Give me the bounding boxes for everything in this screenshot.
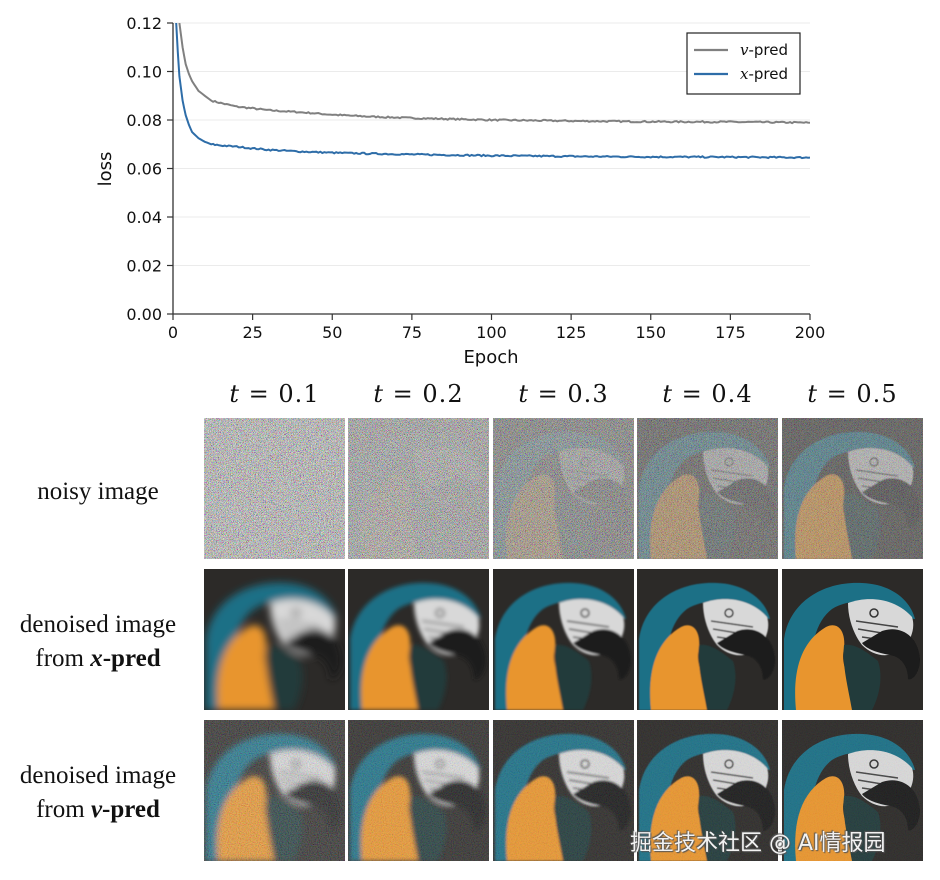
- x-tick-label: 200: [795, 323, 826, 342]
- noisy-image-tile: [782, 418, 923, 559]
- x-tick-label: 25: [242, 323, 262, 342]
- series-line-x-pred: [175, 23, 810, 160]
- y-tick-label: 0.12: [126, 14, 162, 33]
- y-tick-label: 0.02: [126, 257, 162, 276]
- x-axis-label: Epoch: [463, 347, 518, 368]
- row-label: denoised image from v-pred: [19, 762, 177, 823]
- x-tick-label: 125: [556, 323, 587, 342]
- x-pred-denoised-tile: [782, 569, 923, 710]
- v-pred-denoised-tile: [493, 720, 634, 861]
- x-tick-label: 0: [168, 323, 178, 342]
- noisy-image-tile: [204, 418, 345, 559]
- noisy-image-tile: [348, 418, 489, 559]
- y-tick-label: 0.00: [126, 305, 162, 324]
- legend-label-x-pred: x-pred: [740, 65, 788, 83]
- tick-marks: 0.00 0.02 0.04 0.06 0.08 0.10 0.12 0 25 50 75 100 12…: [126, 14, 825, 342]
- noisy-image-tile: [637, 418, 778, 559]
- x-tick-label: 100: [476, 323, 507, 342]
- column-label-t: t = 0.5: [807, 380, 898, 408]
- x-pred-denoised-tile: [493, 569, 634, 710]
- v-pred-denoised-tile: [204, 720, 345, 861]
- watermark: 掘金技术社区 @ AI情报园: [630, 831, 886, 856]
- y-tick-label: 0.08: [126, 111, 162, 130]
- row-label: denoised image from x-pred: [19, 611, 177, 672]
- x-pred-denoised-tile: [204, 569, 345, 710]
- legend-label-v-pred: v-pred: [740, 41, 788, 59]
- column-label-t: t = 0.2: [373, 380, 464, 408]
- x-pred-denoised-tile: [637, 569, 778, 710]
- y-tick-label: 0.06: [126, 160, 162, 179]
- gridlines: [173, 22, 810, 266]
- x-tick-label: 175: [715, 323, 746, 342]
- x-pred-denoised-tile: [348, 569, 489, 710]
- noisy-image-tile: [493, 418, 634, 559]
- x-tick-label: 50: [322, 323, 342, 342]
- y-tick-label: 0.10: [126, 63, 162, 82]
- v-pred-denoised-tile: [637, 720, 778, 861]
- x-tick-label: 75: [402, 323, 422, 342]
- loss-chart: 0.00 0.02 0.04 0.06 0.08 0.10 0.12 0 25 50 75 100 12…: [95, 14, 825, 368]
- legend-box: [686, 32, 801, 95]
- series-lines: [175, 23, 810, 160]
- column-label-t: t = 0.3: [518, 380, 609, 408]
- v-pred-denoised-tile: [782, 720, 923, 861]
- column-label-t: t = 0.1: [229, 380, 320, 408]
- x-tick-label: 150: [635, 323, 666, 342]
- series-line-v-pred: [178, 23, 810, 125]
- row-label: noisy image: [37, 478, 159, 505]
- y-axis-label: loss: [95, 152, 116, 187]
- column-label-t: t = 0.4: [662, 380, 753, 408]
- y-tick-label: 0.04: [126, 208, 162, 227]
- legend: v-pred x-pred: [686, 32, 801, 95]
- v-pred-denoised-tile: [348, 720, 489, 861]
